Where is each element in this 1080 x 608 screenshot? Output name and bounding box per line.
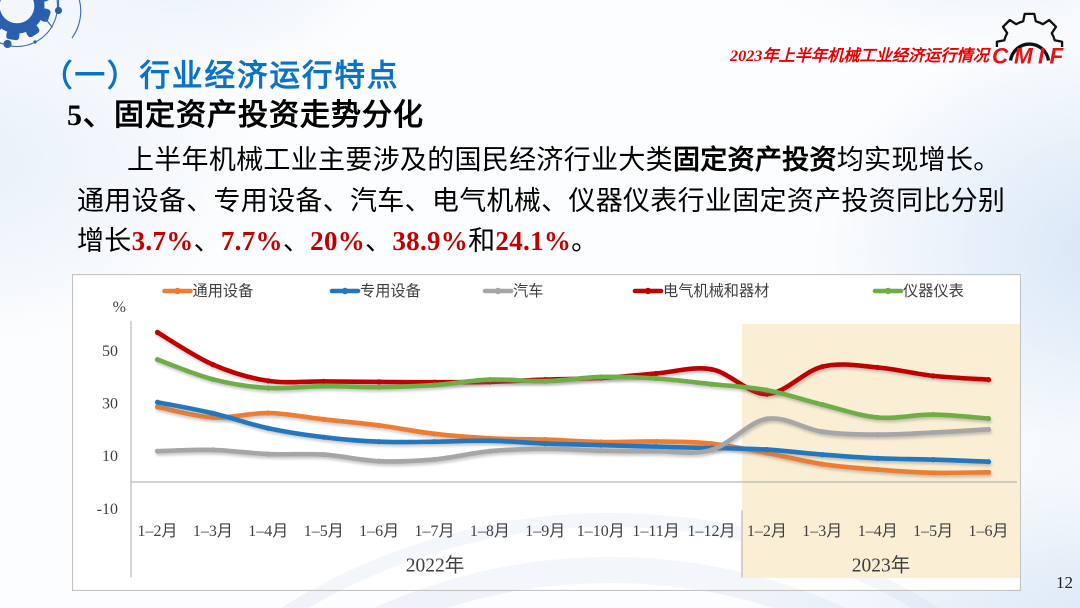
svg-text:1–2月: 1–2月 [137,523,177,540]
svg-text:30: 30 [102,396,118,413]
svg-text:通用设备: 通用设备 [193,283,254,300]
svg-text:1–9月: 1–9月 [525,523,565,540]
svg-text:50: 50 [102,343,118,360]
svg-text:-10: -10 [97,501,118,518]
svg-text:电气机械和器材: 电气机械和器材 [663,283,769,300]
svg-text:仪器仪表: 仪器仪表 [903,283,964,300]
svg-text:1–5月: 1–5月 [913,523,953,540]
svg-text:专用设备: 专用设备 [360,283,421,300]
svg-text:2022年: 2022年 [406,555,465,577]
svg-text:1–7月: 1–7月 [414,523,454,540]
svg-text:1–6月: 1–6月 [359,523,399,540]
svg-text:2023年: 2023年 [852,555,911,577]
svg-text:%: % [113,299,126,316]
svg-text:1–4月: 1–4月 [858,523,898,540]
svg-text:1–6月: 1–6月 [968,523,1008,540]
svg-text:1–11月: 1–11月 [632,523,679,540]
svg-text:汽车: 汽车 [513,283,543,300]
svg-text:1–2月: 1–2月 [747,523,787,540]
svg-text:1–12月: 1–12月 [687,523,735,540]
svg-text:10: 10 [102,448,118,465]
svg-text:1–3月: 1–3月 [193,523,233,540]
svg-text:1–10月: 1–10月 [577,523,625,540]
svg-text:1–3月: 1–3月 [802,523,842,540]
svg-text:1–5月: 1–5月 [304,523,344,540]
svg-text:1–8月: 1–8月 [470,523,510,540]
svg-text:1–4月: 1–4月 [248,523,288,540]
